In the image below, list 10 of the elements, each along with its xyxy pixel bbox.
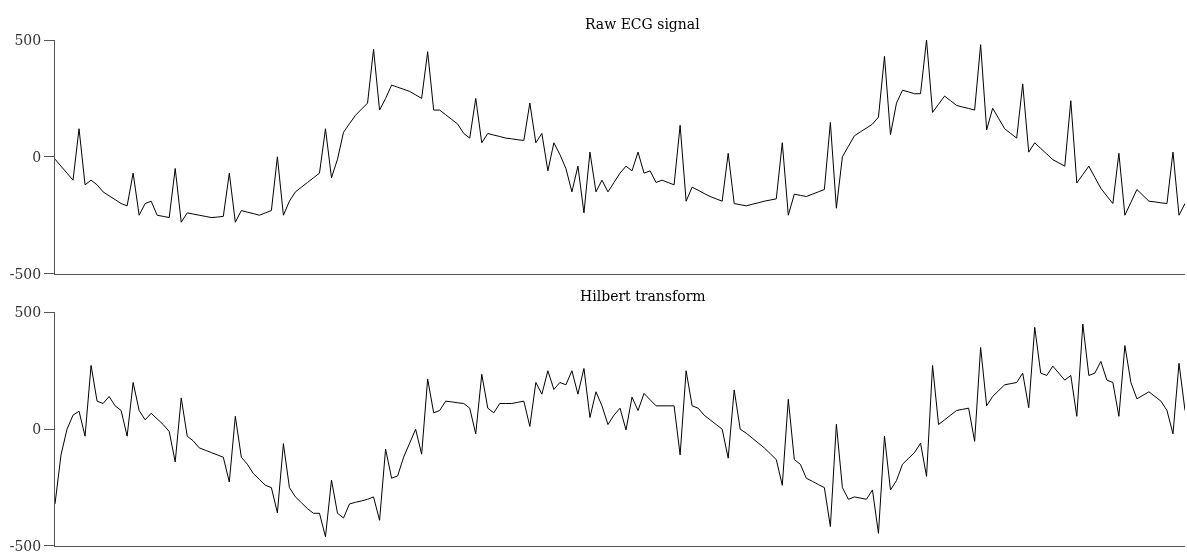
- chart-title: Hilbert transform: [580, 288, 706, 304]
- y-tick-label: -500: [9, 537, 42, 554]
- line-series: [55, 40, 1185, 223]
- y-tick-label: -500: [9, 265, 42, 282]
- y-tick-label: 0: [32, 421, 42, 438]
- y-tick-label: 500: [14, 304, 42, 321]
- y-tick-label: 0: [32, 148, 42, 165]
- line-series: [55, 323, 1185, 538]
- chart-title: Raw ECG signal: [585, 16, 701, 32]
- y-tick-label: 500: [14, 31, 42, 48]
